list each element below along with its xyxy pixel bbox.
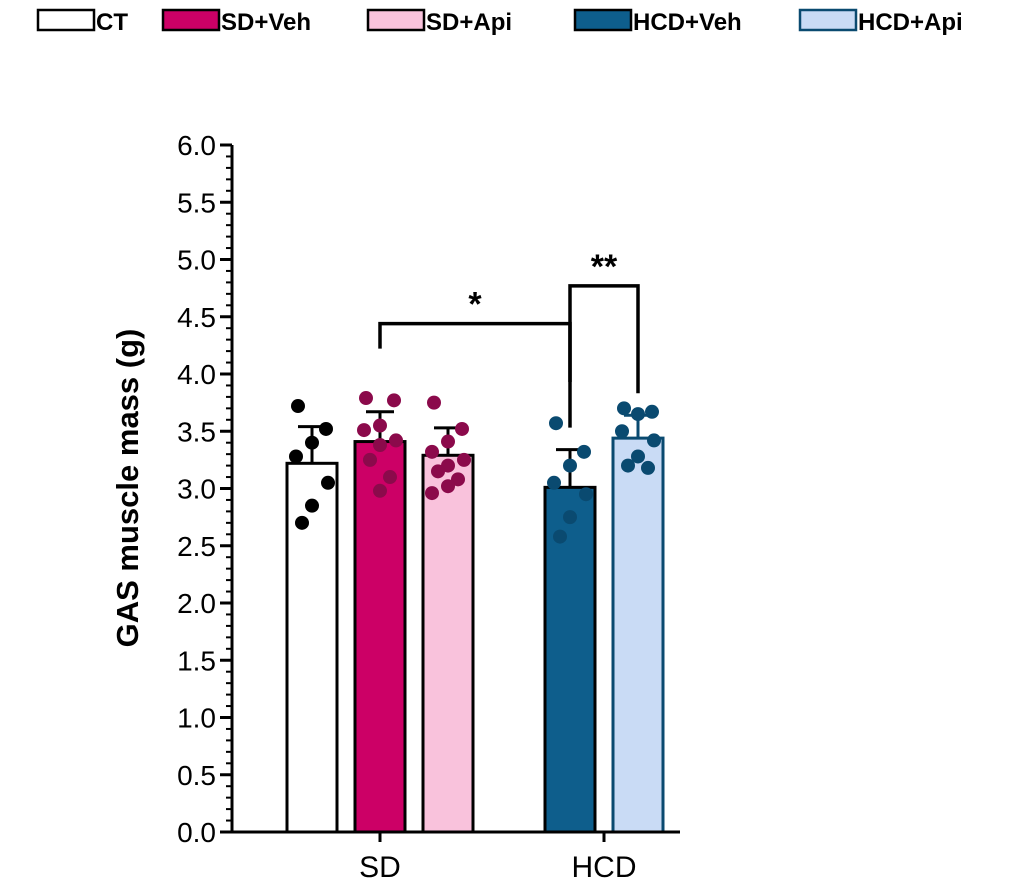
bar-HCD+Veh: [543, 485, 597, 834]
y-tick-label: 0.5: [177, 760, 216, 791]
data-point-CT: [295, 515, 309, 530]
significance-bracket: [378, 321, 572, 382]
data-point-SD+Veh: [389, 433, 403, 448]
data-point-SD+Api: [455, 421, 469, 436]
legend-swatch-4: [798, 8, 858, 32]
data-points: [289, 391, 661, 544]
data-point-HCD+Api: [615, 424, 629, 439]
data-point-HCD+Api: [621, 458, 635, 473]
data-point-SD+Api: [425, 444, 439, 459]
y-tick-label: 4.5: [177, 302, 216, 333]
data-point-SD+Veh: [383, 470, 397, 485]
data-point-SD+Veh: [363, 452, 377, 467]
y-tick-label: 3.0: [177, 474, 216, 505]
significance-bracket: [568, 284, 640, 428]
y-tick-label: 6.0: [177, 130, 216, 161]
legend-swatch-2: [366, 8, 426, 32]
legend-label-1: SD+Veh: [221, 9, 311, 36]
data-point-SD+Api: [441, 434, 455, 449]
y-tick-label: 2.0: [177, 588, 216, 619]
data-point-CT: [305, 435, 319, 450]
x-axis: SD HCD: [232, 830, 680, 884]
data-point-SD+Veh: [387, 393, 401, 408]
legend: CT SD+Veh SD+Api HCD+Veh HCD+Api: [36, 8, 963, 36]
y-tick-label: 4.0: [177, 359, 216, 390]
legend-label-3: HCD+Veh: [633, 9, 742, 36]
bar-HCD+Api: [611, 436, 665, 834]
data-point-HCD+Veh: [563, 458, 577, 473]
bar-SD+Api: [421, 453, 475, 834]
data-point-HCD+Api: [645, 404, 659, 419]
y-tick-label: 5.5: [177, 187, 216, 218]
data-point-HCD+Veh: [577, 444, 591, 459]
data-point-HCD+Veh: [563, 510, 577, 525]
x-category-label: HCD: [572, 851, 637, 884]
legend-label-4: HCD+Api: [858, 9, 963, 36]
y-axis-label-group: GAS muscle mass (g): [110, 329, 145, 648]
data-point-SD+Api: [451, 472, 465, 487]
legend-swatch-3: [573, 8, 633, 32]
data-point-CT: [321, 475, 335, 490]
y-tick-label: 0.0: [177, 817, 216, 848]
x-category-label: SD: [359, 851, 401, 884]
data-point-HCD+Veh: [579, 487, 593, 502]
data-point-SD+Api: [427, 395, 441, 410]
y-axis-label: GAS muscle mass (g): [110, 329, 145, 648]
data-point-CT: [289, 449, 303, 464]
data-point-HCD+Veh: [547, 475, 561, 490]
data-point-HCD+Api: [647, 433, 661, 448]
significance-brackets: ***: [378, 248, 640, 428]
y-axis: 0.0 0.5 1.0 1.5 2.0 2.5 3.0 3.5 4.0 4.5 5.0 5.5 6.0: [177, 130, 234, 848]
data-point-HCD+Api: [641, 460, 655, 475]
bar-SD+Veh: [353, 440, 407, 834]
data-point-SD+Veh: [373, 437, 387, 452]
data-point-SD+Veh: [373, 418, 387, 433]
data-point-CT: [319, 421, 333, 436]
data-point-SD+Api: [441, 479, 455, 494]
data-point-HCD+Api: [631, 407, 645, 422]
bars: [285, 436, 665, 834]
y-tick-label: 5.0: [177, 245, 216, 276]
data-point-HCD+Veh: [549, 416, 563, 431]
legend-swatch-1: [161, 8, 221, 32]
data-point-SD+Api: [425, 486, 439, 501]
legend-label-2: SD+Api: [426, 9, 512, 36]
data-point-SD+Veh: [373, 483, 387, 498]
data-point-SD+Api: [457, 452, 471, 467]
data-point-SD+Veh: [357, 423, 371, 438]
data-point-CT: [291, 399, 305, 414]
legend-swatch-0: [36, 8, 96, 32]
data-point-HCD+Veh: [553, 529, 567, 544]
y-tick-label: 1.0: [177, 703, 216, 734]
significance-label: **: [591, 248, 618, 286]
data-point-SD+Veh: [359, 391, 373, 406]
y-tick-label: 1.5: [177, 645, 216, 676]
data-point-CT: [305, 498, 319, 513]
legend-label-0: CT: [96, 9, 128, 36]
y-tick-label: 3.5: [177, 416, 216, 447]
data-point-HCD+Api: [631, 449, 645, 464]
data-point-SD+Api: [431, 464, 445, 479]
significance-label: *: [468, 286, 482, 324]
y-tick-label: 2.5: [177, 531, 216, 562]
data-point-HCD+Api: [617, 401, 631, 416]
error-bars: [298, 410, 652, 488]
bar-CT: [285, 461, 339, 834]
